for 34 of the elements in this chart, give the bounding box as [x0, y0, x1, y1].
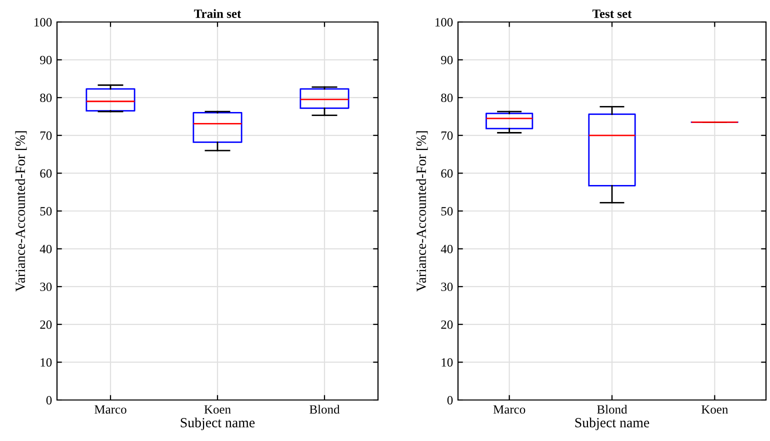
- x-axis-title: Subject name: [180, 418, 255, 430]
- y-axis-title: Variance-Accounted-For [%]: [15, 131, 27, 292]
- x-tick-label: Blond: [310, 404, 340, 414]
- chart-title: Train set: [194, 9, 242, 18]
- chart-title: Test set: [592, 10, 632, 18]
- y-axis-title: Variance-Accounted-For [%]: [416, 131, 428, 292]
- x-tick-label: Blond: [597, 404, 628, 414]
- x-axis-title: Subject name: [575, 418, 650, 430]
- x-tick-label: Koen: [204, 405, 231, 414]
- y-tick-label: 100: [34, 18, 52, 26]
- y-tick-label: 40: [40, 244, 52, 254]
- y-tick-label: 100: [435, 18, 453, 26]
- x-tick-label: Koen: [701, 405, 728, 414]
- y-tick-label: 60: [40, 169, 52, 178]
- y-tick-label: 80: [40, 94, 52, 102]
- y-tick-label: 30: [441, 282, 453, 292]
- y-tick-label: 50: [441, 207, 453, 216]
- y-tick-label: 50: [40, 207, 52, 216]
- y-tick-label: 30: [40, 282, 52, 292]
- y-tick-label: 40: [440, 244, 453, 254]
- y-tick-label: 20: [40, 320, 52, 329]
- y-tick-label: 90: [441, 56, 453, 64]
- x-tick-label: Marco: [493, 405, 526, 414]
- y-tick-label: 0: [447, 396, 453, 404]
- y-tick-label: 80: [441, 94, 453, 102]
- y-tick-label: 10: [442, 358, 453, 367]
- y-tick-label: 70: [441, 131, 453, 140]
- y-tick-label: 0: [46, 396, 52, 404]
- y-tick-label: 90: [40, 56, 52, 64]
- y-tick-label: 70: [40, 131, 52, 140]
- y-tick-label: 60: [441, 169, 453, 178]
- x-tick-label: Marco: [94, 405, 126, 414]
- y-tick-label: 10: [40, 358, 52, 367]
- y-tick-label: 20: [441, 320, 453, 329]
